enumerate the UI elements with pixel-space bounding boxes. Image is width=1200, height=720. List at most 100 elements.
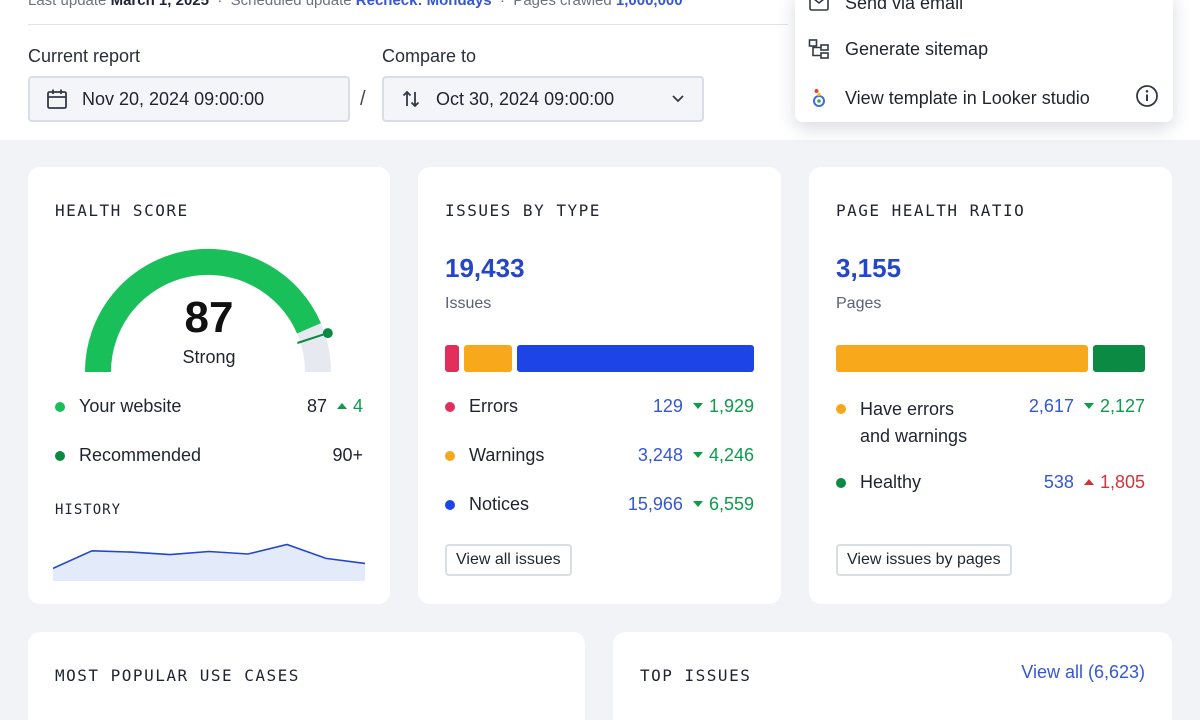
swap-arrows-icon (398, 86, 424, 112)
arrow-down-icon (692, 452, 703, 459)
pages-crawled-label: Pages crawled (513, 0, 612, 9)
healthy-row[interactable]: Healthy (836, 472, 921, 493)
notices-dot (445, 499, 455, 510)
menu-item-label: Send via email (845, 0, 964, 13)
arrow-down-icon (1083, 403, 1094, 410)
sitemap-icon (807, 37, 831, 61)
current-report-label: Current report (28, 46, 141, 66)
recommended-value: 90+ (332, 445, 363, 465)
arrow-down-icon (692, 403, 703, 410)
pages-total-label: Pages (836, 295, 882, 312)
errors-row[interactable]: Errors (445, 396, 518, 417)
errors-warnings-label-line2: and warnings (860, 426, 968, 446)
report-meta-line: Last update March 1, 2025 · Scheduled up… (28, 0, 683, 9)
menu-item-looker-studio[interactable]: View template in Looker studio (795, 75, 1173, 121)
errors-warnings-row[interactable]: Have errors and warnings (836, 396, 967, 450)
errors-dot (445, 401, 455, 412)
healthy-bar-segment (1093, 345, 1145, 372)
pages-total: 3,155 (836, 253, 902, 283)
view-issues-by-pages-button[interactable]: View issues by pages (836, 544, 1012, 576)
pages-crawled-value: 1,000,000 (615, 0, 683, 9)
history-title: HISTORY (55, 502, 122, 518)
card-title: PAGE HEALTH RATIO (836, 201, 1026, 220)
health-score-card: HEALTH SCORE 87 Strong Your website 87 4 … (28, 167, 390, 604)
card-title: TOP ISSUES (640, 666, 752, 685)
your-website-dot (55, 401, 65, 412)
compare-to-dropdown[interactable]: Oct 30, 2024 09:00:00 (382, 76, 704, 122)
current-report-date-picker[interactable]: Nov 20, 2024 09:00:00 (28, 76, 350, 122)
arrow-down-icon (692, 501, 703, 508)
card-title: MOST POPULAR USE CASES (55, 666, 300, 685)
errors-value-group: 129 1,929 (653, 396, 754, 417)
warnings-bar-segment (463, 345, 512, 372)
your-website-label: Your website (79, 396, 182, 416)
notices-delta: 6,559 (708, 494, 754, 514)
notices-value[interactable]: 15,966 (627, 494, 683, 514)
header-divider (28, 24, 788, 25)
scheduled-update-label: Scheduled update (230, 0, 352, 9)
export-menu: Send via email Generate sitemap View tem… (795, 0, 1173, 122)
gauge-recommended-line (297, 332, 329, 344)
your-website-value-group: 87 4 (307, 396, 363, 417)
menu-item-label: View template in Looker studio (845, 87, 1090, 108)
warnings-row[interactable]: Warnings (445, 445, 544, 466)
healthy-value[interactable]: 538 (1043, 472, 1074, 492)
health-score-value: 87 (184, 293, 234, 342)
warnings-dot (445, 450, 455, 461)
errors-warnings-bar-segment (836, 345, 1089, 372)
scheduled-update-link[interactable]: Recheck: Mondays (355, 0, 492, 9)
gauge-recommended-dot (322, 328, 333, 339)
warnings-label: Warnings (469, 445, 545, 465)
your-website-delta: 4 (352, 396, 363, 416)
errors-delta: 1,929 (708, 396, 754, 416)
gauge-fill (85, 248, 321, 373)
last-update-label: Last update (28, 0, 107, 9)
recommended-label: Recommended (79, 445, 202, 465)
looker-icon (807, 86, 831, 110)
healthy-delta: 1,805 (1099, 472, 1145, 492)
view-all-top-issues-link[interactable]: View all (6,623) (1021, 662, 1145, 682)
calendar-icon (44, 86, 70, 112)
errors-warnings-value[interactable]: 2,617 (1028, 396, 1074, 416)
notices-label: Notices (469, 494, 530, 514)
errors-value[interactable]: 129 (652, 396, 683, 416)
compare-to-date-value: Oct 30, 2024 09:00:00 (436, 88, 615, 109)
recommended-row: Recommended (55, 445, 201, 466)
errors-warnings-label-line1: Have errors (860, 399, 955, 419)
warnings-value-group: 3,248 4,246 (638, 445, 754, 466)
history-area (53, 544, 365, 581)
menu-item-label: Generate sitemap (845, 38, 989, 59)
last-update-value: March 1, 2025 (110, 0, 209, 9)
recommended-dot (55, 450, 65, 461)
notices-value-group: 15,966 6,559 (628, 494, 754, 515)
current-report-date-value: Nov 20, 2024 09:00:00 (82, 88, 265, 109)
notices-bar-segment (516, 345, 754, 372)
date-separator: / (360, 88, 366, 110)
arrow-up-icon (336, 403, 347, 410)
card-title: HEALTH SCORE (55, 201, 189, 220)
warnings-value[interactable]: 3,248 (637, 445, 683, 465)
chevron-down-icon (670, 90, 686, 111)
health-score-label: Strong (182, 347, 236, 367)
warnings-delta: 4,246 (708, 445, 754, 465)
issues-total-label: Issues (445, 295, 492, 312)
notices-row[interactable]: Notices (445, 494, 529, 515)
history-line (53, 543, 365, 570)
page-health-ratio-card: PAGE HEALTH RATIO 3,155 Pages Have error… (809, 167, 1172, 604)
errors-warnings-dot (836, 404, 846, 414)
menu-item-send-email[interactable]: Send via email (795, 0, 1173, 26)
email-icon (807, 0, 831, 15)
your-website-value: 87 (306, 396, 327, 416)
issues-by-type-card: ISSUES BY TYPE 19,433 Issues Errors 129 1… (418, 167, 781, 604)
popular-use-cases-card: MOST POPULAR USE CASES (28, 632, 585, 720)
info-icon[interactable] (1135, 84, 1159, 113)
health-gauge (85, 248, 333, 373)
your-website-row: Your website (55, 396, 181, 417)
card-title: ISSUES BY TYPE (445, 201, 601, 220)
view-all-issues-button[interactable]: View all issues (445, 544, 572, 576)
arrow-up-icon (1083, 479, 1094, 486)
errors-warnings-delta: 2,127 (1099, 396, 1145, 416)
history-sparkline (53, 543, 365, 581)
menu-item-generate-sitemap[interactable]: Generate sitemap (795, 26, 1173, 72)
healthy-label: Healthy (860, 472, 922, 492)
